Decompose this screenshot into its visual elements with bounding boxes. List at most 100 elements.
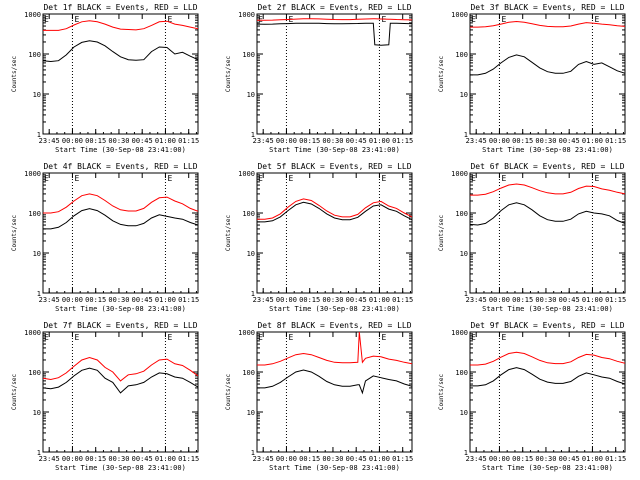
y-tick-label: 1000 xyxy=(24,170,41,178)
x-tick-label: 01:00 xyxy=(369,137,390,145)
plot-frame xyxy=(256,13,413,135)
x-tick-label: 23:45 xyxy=(466,137,487,145)
series-line-lld xyxy=(470,351,625,366)
y-tick-label: 1 xyxy=(37,131,41,139)
x-tick-label: 01:00 xyxy=(369,455,390,463)
x-tick-label: 00:30 xyxy=(535,137,556,145)
x-tick-label: 00:45 xyxy=(132,137,153,145)
chart-panel-5: Det 5f BLACK = Events, RED = LLD 1 10 100 10… xyxy=(225,162,413,313)
x-axis-label: Start Time (30-Sep-08 23:41:00) xyxy=(55,305,186,313)
x-tick-label: 01:00 xyxy=(582,296,603,304)
series-line-lld xyxy=(257,198,412,220)
series-line-events xyxy=(257,369,412,395)
y-tick-label: 1 xyxy=(251,131,255,139)
x-tick-label: 23:45 xyxy=(39,296,60,304)
y-tick-label: 1000 xyxy=(238,329,255,337)
series-line-events xyxy=(257,22,412,46)
event-marker-label: E xyxy=(288,333,293,342)
y-tick-label: 10 xyxy=(460,250,468,258)
y-axis-label: Counts/sec xyxy=(438,215,445,252)
chart-title: Det 7f BLACK = Events, RED = LLD xyxy=(43,321,197,330)
y-axis-label: Counts/sec xyxy=(438,374,445,411)
event-marker-label: E xyxy=(501,174,506,183)
series-line-lld xyxy=(257,332,412,366)
y-axis-label: Counts/sec xyxy=(438,56,445,93)
chart-title: Det 6f BLACK = Events, RED = LLD xyxy=(470,162,624,171)
x-tick-label: 01:15 xyxy=(605,455,626,463)
y-tick-label: 100 xyxy=(28,51,41,59)
y-axis-label: Counts/sec xyxy=(225,374,232,411)
event-marker-label: E xyxy=(471,333,476,342)
y-tick-label: 1000 xyxy=(238,170,255,178)
x-tick-label: 00:15 xyxy=(85,296,106,304)
chart-panel-8: Det 8f BLACK = Events, RED = LLD 1 10 100 10… xyxy=(225,321,413,472)
series-line-lld xyxy=(43,356,198,382)
event-marker-label: E xyxy=(381,174,386,183)
series-line-lld xyxy=(43,193,198,214)
series-line-events xyxy=(257,201,412,223)
chart-title: Det 9f BLACK = Events, RED = LLD xyxy=(470,321,624,330)
x-tick-label: 00:15 xyxy=(512,137,533,145)
x-tick-label: 00:00 xyxy=(489,296,510,304)
x-tick-label: 23:45 xyxy=(39,137,60,145)
x-tick-label: 23:45 xyxy=(466,455,487,463)
x-tick-label: 00:15 xyxy=(299,137,320,145)
y-tick-label: 10 xyxy=(460,91,468,99)
y-tick-label: 100 xyxy=(455,51,468,59)
x-tick-label: 01:15 xyxy=(178,296,199,304)
y-tick-label: 100 xyxy=(242,210,255,218)
x-tick-label: 00:45 xyxy=(559,137,580,145)
y-tick-label: 1000 xyxy=(24,11,41,19)
event-marker-label: E xyxy=(258,333,263,342)
y-tick-label: 1 xyxy=(464,449,468,457)
event-marker-label: E xyxy=(44,15,49,24)
event-marker-label: E xyxy=(288,174,293,183)
x-tick-label: 01:15 xyxy=(392,137,413,145)
x-tick-label: 00:30 xyxy=(108,137,129,145)
y-axis-label: Counts/sec xyxy=(11,374,18,411)
x-tick-label: 00:15 xyxy=(299,296,320,304)
plot-frame xyxy=(469,13,626,135)
y-tick-label: 10 xyxy=(33,409,41,417)
y-tick-label: 100 xyxy=(28,210,41,218)
plot-frame xyxy=(469,172,626,294)
chart-panel-7: Det 7f BLACK = Events, RED = LLD 1 10 100 10… xyxy=(11,321,199,472)
series-line-lld xyxy=(257,18,412,21)
x-tick-label: 23:45 xyxy=(466,296,487,304)
event-marker-label: E xyxy=(501,15,506,24)
series-line-events xyxy=(470,367,625,387)
chart-panel-4: Det 4f BLACK = Events, RED = LLD 1 10 100 10… xyxy=(11,162,199,313)
x-axis-label: Start Time (30-Sep-08 23:41:00) xyxy=(482,305,613,313)
series-line-lld xyxy=(470,183,625,196)
x-axis-label: Start Time (30-Sep-08 23:41:00) xyxy=(55,146,186,154)
chart-title: Det 4f BLACK = Events, RED = LLD xyxy=(43,162,197,171)
x-tick-label: 00:00 xyxy=(276,455,297,463)
chart-title: Det 8f BLACK = Events, RED = LLD xyxy=(257,321,411,330)
x-axis-label: Start Time (30-Sep-08 23:41:00) xyxy=(269,305,400,313)
event-marker-label: E xyxy=(594,333,599,342)
x-tick-label: 01:00 xyxy=(369,296,390,304)
x-tick-label: 00:30 xyxy=(322,455,343,463)
plot-frame xyxy=(469,331,626,453)
event-marker-label: E xyxy=(74,174,79,183)
series-line-events xyxy=(43,208,198,230)
x-tick-label: 01:00 xyxy=(582,137,603,145)
x-tick-label: 01:15 xyxy=(178,455,199,463)
x-tick-label: 00:45 xyxy=(559,455,580,463)
y-tick-label: 1 xyxy=(37,290,41,298)
event-marker-label: E xyxy=(44,333,49,342)
event-marker-label: E xyxy=(594,15,599,24)
y-axis-label: Counts/sec xyxy=(11,215,18,252)
y-tick-label: 1000 xyxy=(24,329,41,337)
x-tick-label: 00:00 xyxy=(276,137,297,145)
y-tick-label: 1000 xyxy=(451,170,468,178)
chart-panel-2: Det 2f BLACK = Events, RED = LLD 1 10 100 10… xyxy=(225,3,413,154)
event-marker-label: E xyxy=(471,174,476,183)
chart-panel-1: Det 1f BLACK = Events, RED = LLD 1 10 100 10… xyxy=(11,3,199,154)
x-tick-label: 00:00 xyxy=(489,137,510,145)
y-tick-label: 10 xyxy=(460,409,468,417)
x-tick-label: 23:45 xyxy=(39,455,60,463)
x-tick-label: 00:15 xyxy=(299,455,320,463)
chart-panel-3: Det 3f BLACK = Events, RED = LLD 1 10 100 10… xyxy=(438,3,626,154)
